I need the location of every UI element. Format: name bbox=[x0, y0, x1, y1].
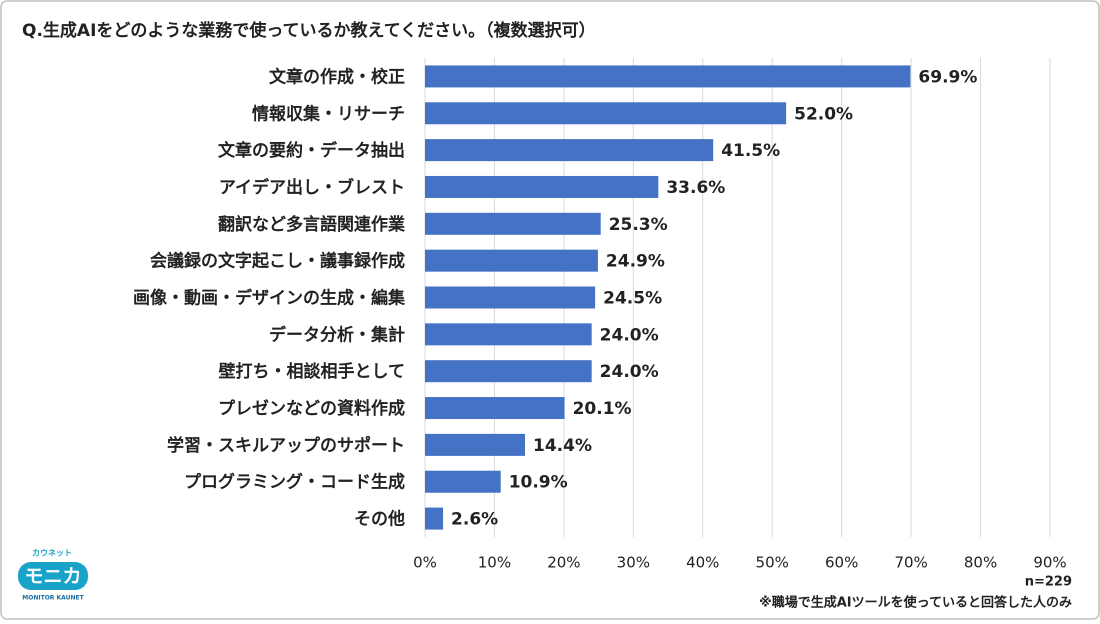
value-label: 41.5% bbox=[721, 141, 780, 161]
value-label: 24.5% bbox=[603, 289, 662, 309]
y-tick-label: 会議録の文字起こし・議事録作成 bbox=[150, 251, 405, 272]
x-tick-label: 90% bbox=[1033, 554, 1066, 572]
bar bbox=[425, 139, 714, 162]
value-label: 52.0% bbox=[794, 104, 853, 124]
value-label: 14.4% bbox=[533, 436, 592, 456]
x-tick-label: 50% bbox=[756, 554, 789, 572]
y-tick-label: 情報収集・リサーチ bbox=[252, 103, 405, 124]
y-tick-label: 画像・動画・デザインの生成・編集 bbox=[133, 288, 406, 309]
value-label: 25.3% bbox=[609, 215, 668, 235]
value-label: 24.0% bbox=[600, 362, 659, 382]
x-tick-label: 40% bbox=[686, 554, 719, 572]
y-tick-label: 文章の要約・データ抽出 bbox=[218, 140, 405, 161]
value-label: 69.9% bbox=[918, 67, 977, 87]
bar bbox=[425, 286, 596, 309]
footnote: ※職場で生成AIツールを使っていると回答した人のみ bbox=[759, 595, 1072, 611]
y-tick-label: データ分析・集計 bbox=[269, 324, 405, 345]
x-tick-label: 60% bbox=[825, 554, 858, 572]
logo: カウネット モニカ MONITOR KAUNET bbox=[18, 548, 88, 602]
bar bbox=[425, 249, 598, 272]
x-tick-label: 80% bbox=[964, 554, 997, 572]
bar bbox=[425, 175, 659, 198]
x-tick-label: 70% bbox=[894, 554, 927, 572]
bar bbox=[425, 102, 787, 125]
chart-title: Q.生成AIをどのような業務で使っているか教えてください。（複数選択可） bbox=[22, 20, 596, 41]
y-tick-label: アイデア出し・ブレスト bbox=[219, 177, 405, 198]
y-tick-label: その他 bbox=[354, 509, 405, 530]
y-tick-label: プログラミング・コード生成 bbox=[184, 472, 405, 493]
bar bbox=[425, 323, 592, 346]
y-tick-label: 壁打ち・相談相手として bbox=[219, 361, 406, 382]
x-tick-label: 0% bbox=[413, 554, 437, 572]
logo-main: モニカ bbox=[24, 566, 81, 588]
bar bbox=[425, 212, 601, 235]
bar bbox=[425, 397, 565, 420]
logo-badge bbox=[18, 562, 88, 590]
x-tick-label: 10% bbox=[478, 554, 511, 572]
bar bbox=[425, 360, 592, 383]
value-label: 24.0% bbox=[600, 325, 659, 345]
logo-top: カウネット bbox=[32, 548, 72, 558]
value-label: 2.6% bbox=[451, 510, 498, 530]
value-label: 24.9% bbox=[606, 252, 665, 272]
bar bbox=[425, 507, 444, 530]
value-label: 10.9% bbox=[509, 473, 568, 493]
bar bbox=[425, 65, 911, 88]
y-tick-label: 文章の作成・校正 bbox=[269, 66, 405, 87]
value-label: 20.1% bbox=[573, 399, 632, 419]
x-tick-label: 20% bbox=[547, 554, 580, 572]
y-tick-label: 翻訳など多言語関連作業 bbox=[218, 214, 405, 235]
sample-size: n=229 bbox=[1025, 575, 1072, 590]
value-label: 33.6% bbox=[666, 178, 725, 198]
y-tick-label: 学習・スキルアップのサポート bbox=[167, 435, 405, 456]
logo-bottom: MONITOR KAUNET bbox=[22, 595, 84, 602]
bar bbox=[425, 470, 501, 493]
x-tick-label: 30% bbox=[617, 554, 650, 572]
y-tick-label: プレゼンなどの資料作成 bbox=[218, 398, 405, 419]
bar bbox=[425, 433, 525, 456]
